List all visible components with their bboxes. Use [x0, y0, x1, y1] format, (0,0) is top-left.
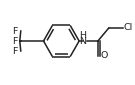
Text: Cl: Cl: [124, 23, 133, 32]
Text: N: N: [80, 37, 87, 46]
Text: F: F: [12, 27, 18, 36]
Text: F: F: [12, 46, 18, 56]
Text: F: F: [12, 36, 18, 45]
Text: H: H: [80, 31, 87, 40]
Text: O: O: [101, 50, 108, 59]
